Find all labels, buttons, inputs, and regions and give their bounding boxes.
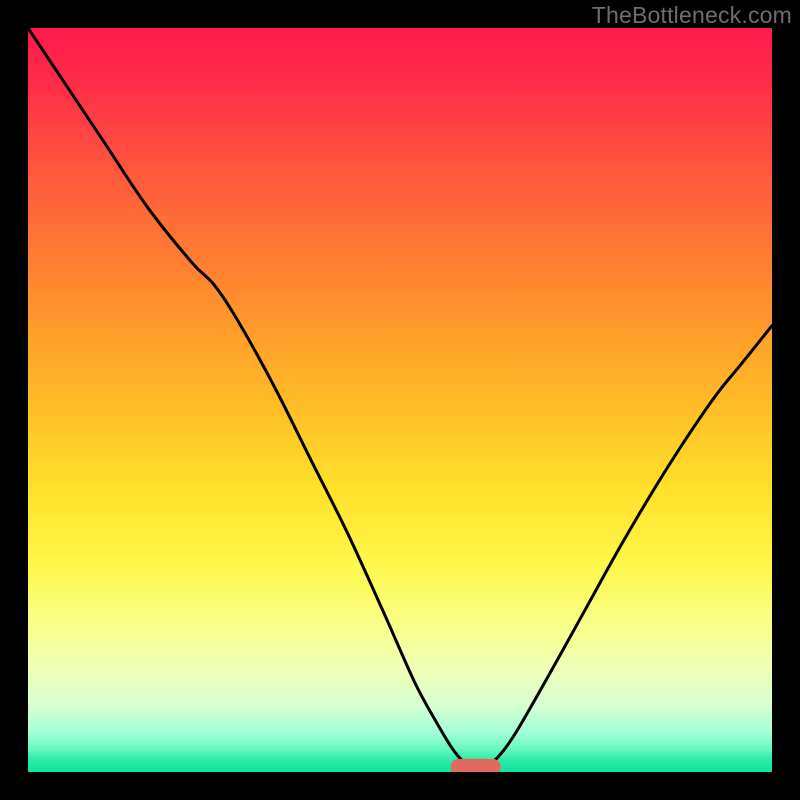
bottleneck-curve	[28, 28, 772, 767]
watermark-text: TheBottleneck.com	[592, 2, 792, 29]
curve-svg	[28, 28, 772, 772]
chart-frame: TheBottleneck.com	[0, 0, 800, 800]
minimum-marker	[451, 759, 502, 772]
plot-area	[28, 28, 772, 772]
